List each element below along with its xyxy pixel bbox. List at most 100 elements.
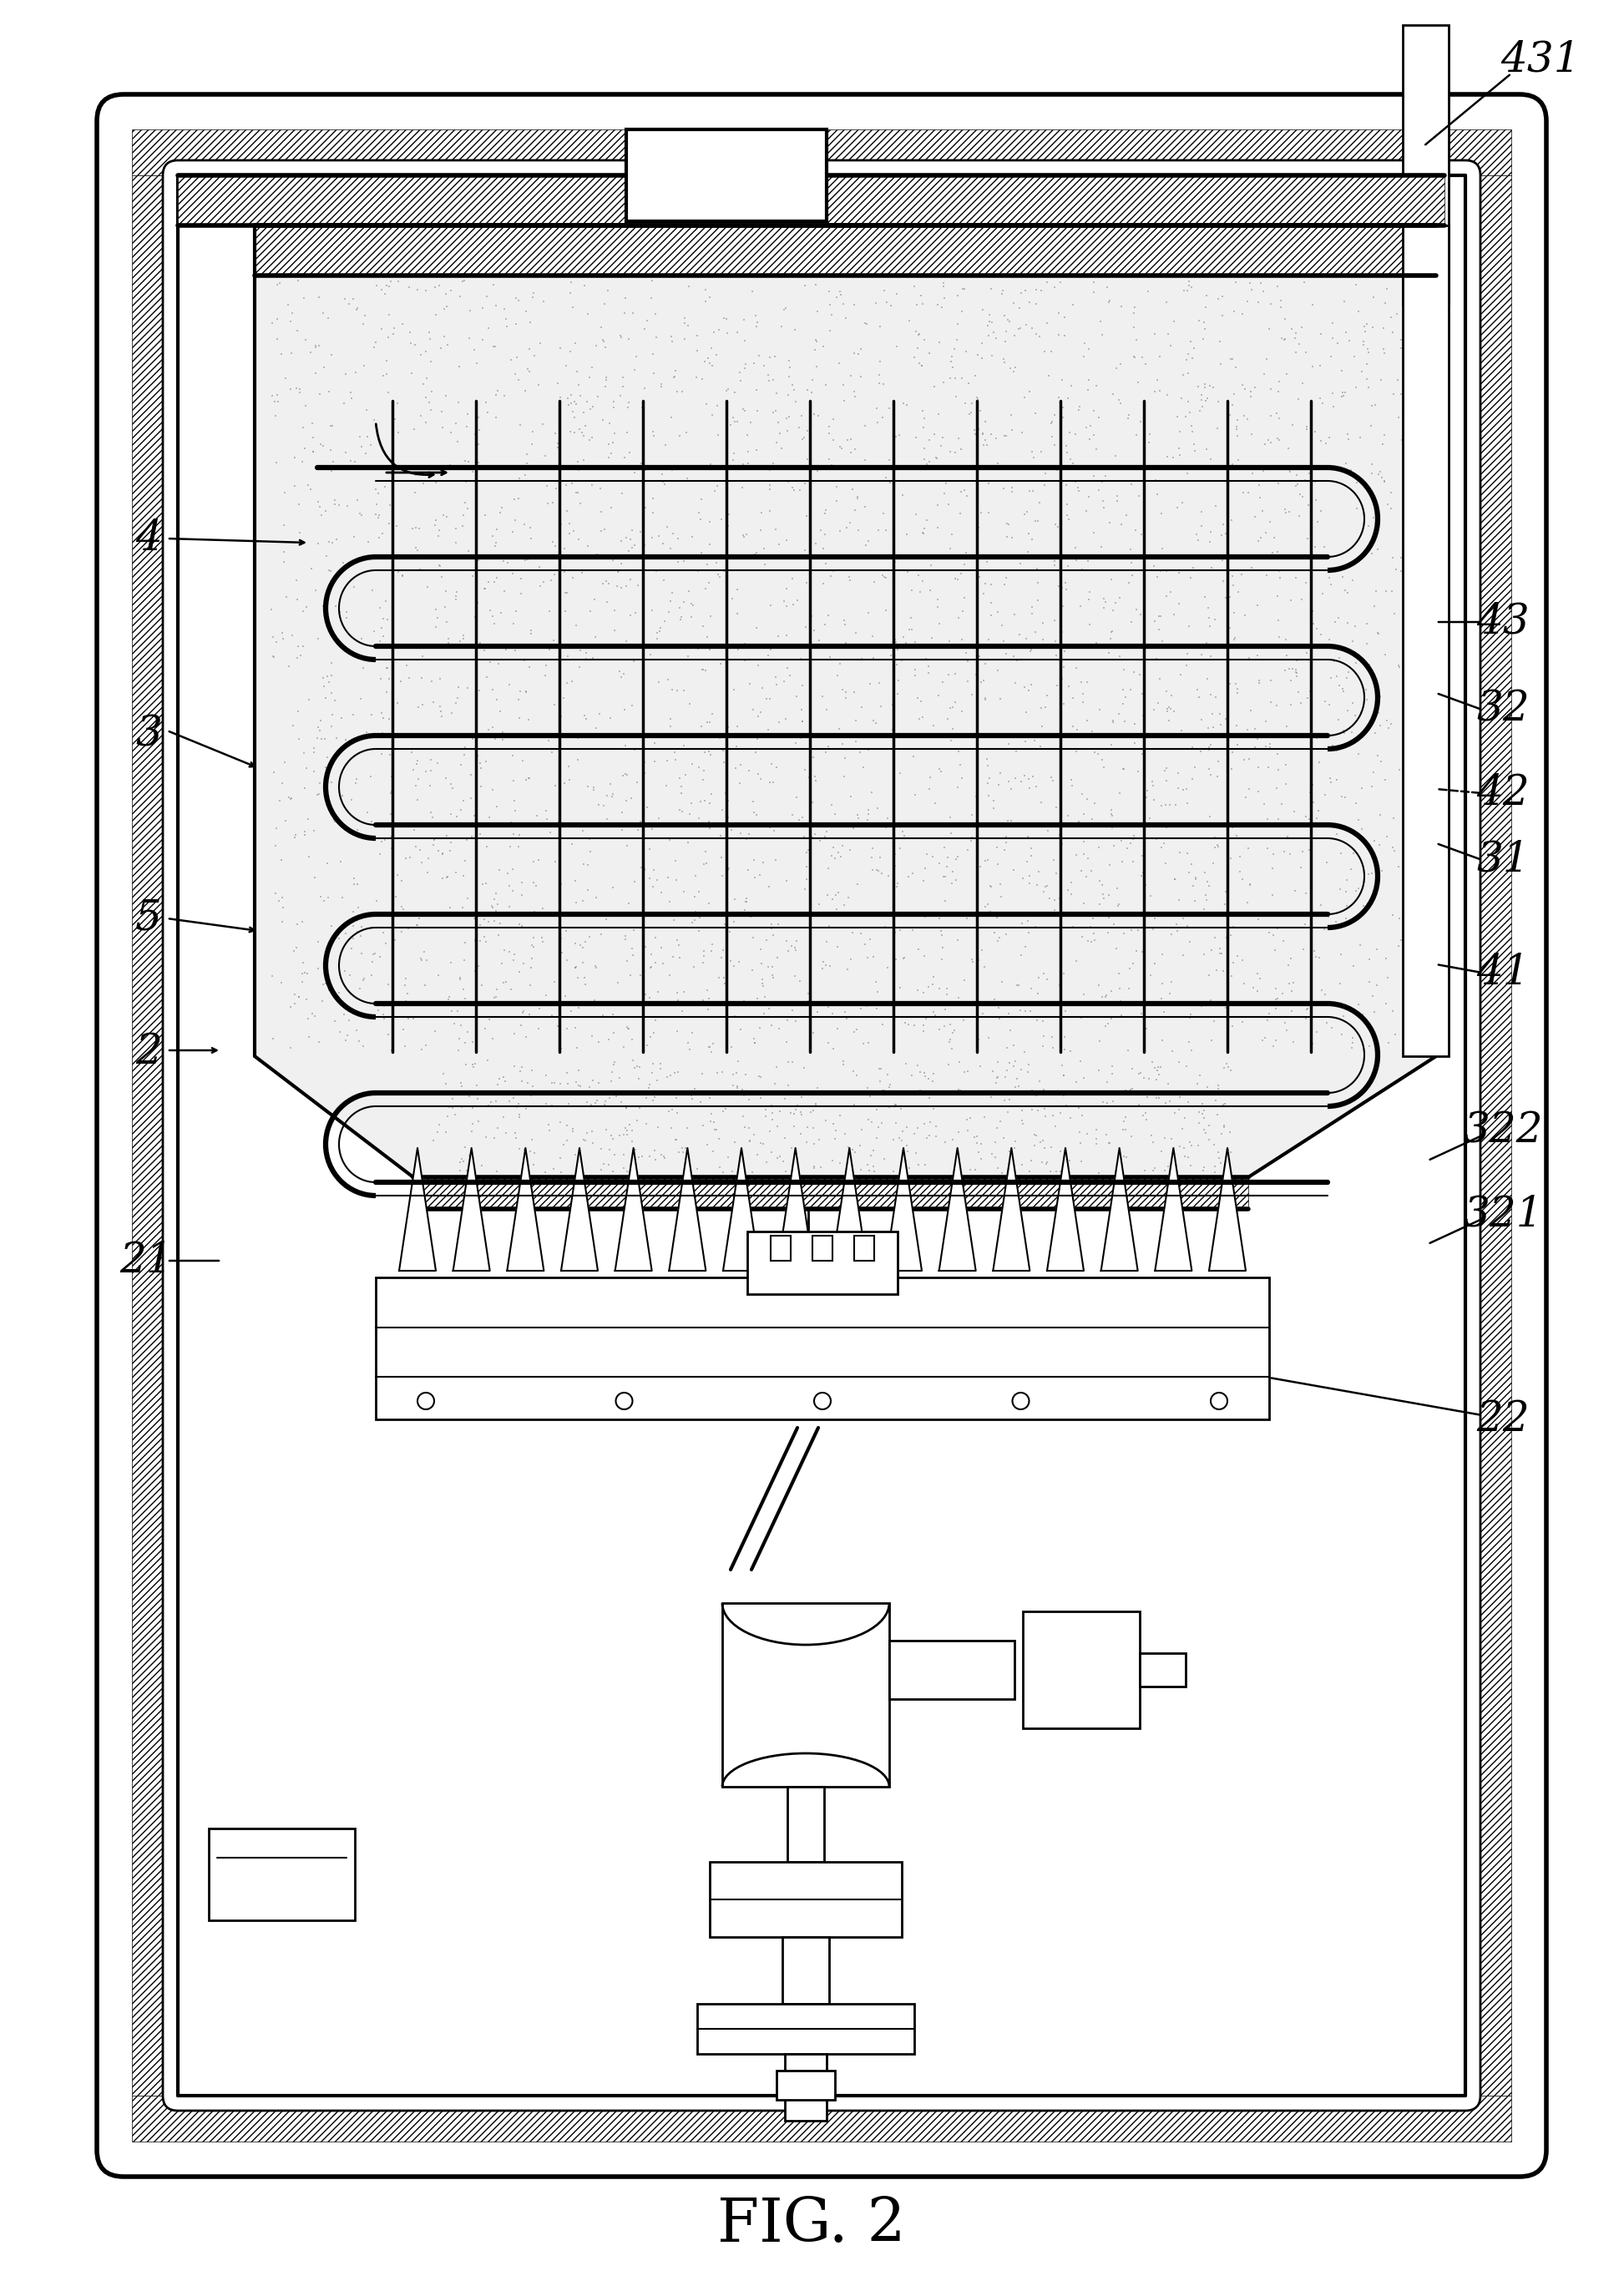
Point [1250, 1022, 1276, 1058]
Point [296, 1020, 322, 1056]
Point [554, 575, 580, 611]
Point [974, 887, 1000, 924]
Point [991, 1120, 1017, 1156]
Point [939, 1031, 965, 1068]
Point [1095, 269, 1121, 306]
Point [1080, 901, 1106, 937]
Point [1199, 677, 1224, 714]
Point [705, 468, 731, 504]
Point [536, 632, 562, 668]
Point [1374, 573, 1400, 609]
Point [520, 413, 546, 449]
Point [1215, 725, 1241, 762]
Point [1047, 265, 1073, 301]
Point [978, 869, 1004, 906]
Point [978, 566, 1004, 602]
Point [421, 452, 447, 488]
Point [533, 1056, 559, 1093]
Point [669, 794, 695, 830]
Point [1002, 760, 1028, 796]
Point [1103, 351, 1129, 388]
Point [1382, 595, 1408, 632]
Point [348, 917, 374, 953]
Point [1009, 764, 1034, 801]
Point [866, 853, 892, 890]
Point [918, 573, 944, 609]
Point [1078, 908, 1104, 944]
Point [1090, 484, 1116, 520]
Point [546, 365, 572, 401]
Point [843, 703, 869, 739]
Point [831, 602, 857, 639]
Point [1020, 522, 1046, 559]
Point [741, 1115, 767, 1152]
Point [1041, 602, 1067, 639]
Point [864, 1093, 890, 1129]
Point [1103, 1074, 1129, 1111]
Point [447, 1152, 473, 1188]
Point [318, 431, 344, 468]
Point [1109, 287, 1135, 324]
Point [461, 798, 487, 835]
Point [481, 1074, 507, 1111]
Point [369, 310, 395, 347]
Point [854, 940, 880, 976]
Point [698, 1033, 724, 1070]
Point [1231, 452, 1257, 488]
Point [593, 1083, 619, 1120]
Point [971, 1099, 997, 1136]
Point [1364, 931, 1390, 967]
Point [1296, 801, 1322, 837]
Point [546, 803, 572, 839]
Point [471, 919, 497, 956]
Point [1335, 887, 1361, 924]
Point [1119, 557, 1145, 593]
Point [505, 1086, 531, 1122]
Point [640, 479, 666, 516]
Point [503, 1088, 529, 1125]
Point [987, 755, 1013, 792]
Point [882, 543, 908, 579]
Point [919, 618, 945, 655]
Point [461, 331, 487, 367]
Point [451, 1024, 477, 1061]
Point [794, 1109, 820, 1145]
Point [780, 561, 806, 598]
Point [492, 896, 518, 933]
Point [658, 1111, 684, 1147]
Point [1142, 944, 1168, 981]
Point [906, 1054, 932, 1090]
Point [1134, 1102, 1160, 1138]
Point [615, 1010, 641, 1047]
Point [622, 593, 648, 630]
Point [835, 1074, 861, 1111]
Point [310, 429, 336, 465]
Point [926, 397, 952, 433]
Point [1237, 374, 1263, 411]
Point [905, 931, 931, 967]
Point [1004, 643, 1030, 680]
Point [883, 646, 909, 682]
Point [502, 782, 528, 819]
Point [940, 689, 966, 725]
Point [451, 924, 477, 960]
Point [896, 303, 922, 340]
Point [1364, 967, 1390, 1004]
Point [1228, 837, 1254, 874]
Point [909, 347, 935, 383]
Point [641, 725, 667, 762]
Point [1184, 671, 1210, 707]
Point [648, 367, 674, 404]
Point [1405, 789, 1431, 826]
Point [702, 1111, 728, 1147]
Point [859, 773, 885, 810]
Point [989, 963, 1015, 999]
Point [479, 1020, 505, 1056]
Point [270, 764, 296, 801]
Point [560, 513, 586, 550]
Point [892, 1006, 918, 1042]
Point [1174, 771, 1200, 807]
Point [1030, 1026, 1056, 1063]
Point [640, 413, 666, 449]
Point [937, 360, 963, 397]
